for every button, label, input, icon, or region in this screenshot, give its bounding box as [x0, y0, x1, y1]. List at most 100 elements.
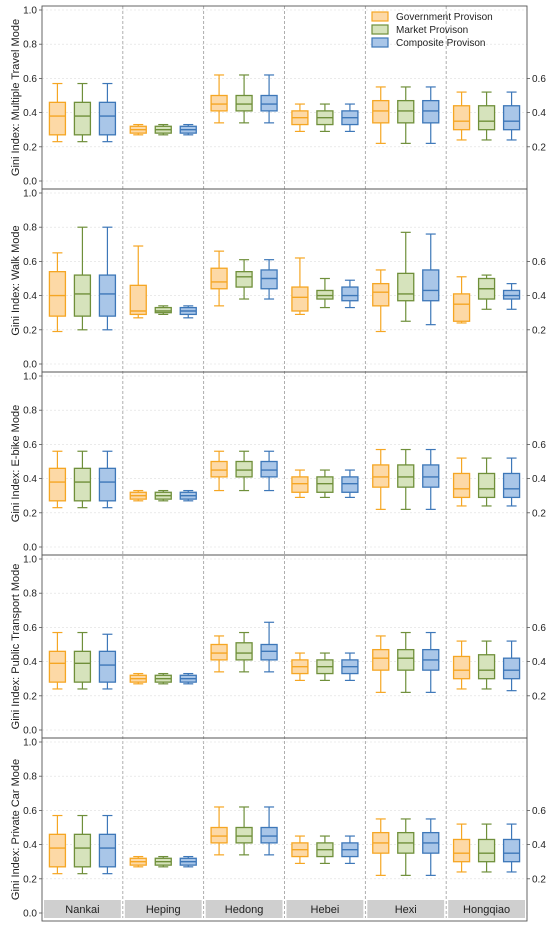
box-iqr	[477, 105, 496, 131]
box-iqr	[73, 833, 92, 868]
y-tick-label: 0.4	[23, 840, 37, 851]
x-tick-label: Hongqiao	[463, 904, 510, 916]
box-iqr	[452, 472, 471, 499]
box-iqr	[48, 101, 67, 136]
y-tick-label-right: 0.6	[532, 623, 546, 634]
legend-label: Composite Provison	[396, 38, 485, 49]
box-iqr	[452, 655, 471, 680]
y-tick-label: 0.2	[23, 691, 37, 702]
y-tick-label: 1.0	[23, 189, 37, 200]
y-tick-label-right: 0.6	[532, 806, 546, 817]
y-tick-label: 0.6	[23, 806, 37, 817]
box-iqr	[502, 472, 521, 499]
legend-label: Market Provison	[396, 25, 468, 36]
box-iqr	[502, 657, 521, 680]
box-iqr	[210, 267, 228, 290]
y-tick-label-right: 0.6	[532, 74, 546, 85]
box-iqr	[502, 838, 521, 863]
x-tick-label: Hedong	[225, 904, 264, 916]
y-tick-label: 0.0	[23, 177, 37, 188]
y-tick-label-right: 0.4	[532, 474, 546, 485]
y-tick-label: 0.2	[23, 508, 37, 519]
box-iqr	[235, 94, 253, 112]
y-tick-label-right: 0.6	[532, 440, 546, 451]
y-tick-label: 0.4	[23, 657, 37, 668]
x-tick-label: Heping	[146, 904, 181, 916]
box-iqr	[260, 94, 278, 112]
legend-label: Government Provison	[396, 12, 493, 23]
y-tick-label-right: 0.4	[532, 291, 546, 302]
y-tick-label: 0.6	[23, 623, 37, 634]
box-iqr	[210, 643, 228, 661]
box-iqr	[210, 94, 228, 112]
box-iqr	[48, 271, 67, 317]
box-iqr	[98, 467, 117, 502]
y-tick-label-right: 0.4	[532, 840, 546, 851]
y-tick-label: 1.0	[23, 738, 37, 749]
box-iqr	[316, 289, 334, 300]
box-iqr	[98, 101, 117, 136]
box-iqr	[98, 650, 117, 683]
box-iqr	[397, 272, 415, 302]
box-iqr	[48, 467, 67, 502]
legend-swatch	[371, 11, 389, 22]
box-iqr	[372, 648, 390, 671]
category-band	[124, 900, 202, 918]
box-iqr	[422, 464, 440, 488]
box-iqr	[210, 460, 228, 478]
y-tick-label-right: 0.6	[532, 257, 546, 268]
y-tick-label: 0.8	[23, 223, 37, 234]
y-axis-label: Gini Index: Private Car Mode	[10, 759, 22, 900]
legend-swatch	[371, 24, 389, 35]
box-iqr	[502, 289, 521, 300]
box-iqr	[235, 642, 253, 661]
box-iqr	[422, 269, 440, 302]
box-iqr	[260, 269, 278, 290]
box-iqr	[452, 105, 471, 131]
box-iqr	[98, 274, 117, 317]
legend-swatch	[371, 37, 389, 48]
y-tick-label: 0.0	[23, 360, 37, 371]
x-tick-label: Hebei	[311, 904, 340, 916]
category-band	[44, 900, 121, 918]
box-iqr	[502, 105, 521, 131]
y-tick-label-right: 0.4	[532, 108, 546, 119]
box-iqr	[235, 460, 253, 478]
panel-frame	[41, 737, 528, 922]
box-iqr	[316, 476, 334, 493]
box-iqr	[291, 476, 309, 493]
y-tick-label: 0.8	[23, 406, 37, 417]
box-iqr	[452, 293, 471, 322]
box-iqr	[372, 282, 390, 307]
box-iqr	[291, 286, 309, 312]
y-axis-label: Gini Index: E-bike Mode	[10, 405, 22, 522]
box-iqr	[73, 101, 92, 136]
box-iqr	[452, 838, 471, 863]
x-tick-label: Hexi	[395, 904, 417, 916]
box-iqr	[372, 464, 390, 488]
x-tick-label: Nankai	[65, 904, 99, 916]
y-tick-label-right: 0.2	[532, 142, 546, 153]
y-tick-label: 0.4	[23, 474, 37, 485]
box-iqr	[422, 99, 440, 124]
box-iqr	[235, 826, 253, 844]
box-iqr	[260, 643, 278, 661]
box-iqr	[341, 286, 359, 302]
y-tick-label-right: 0.2	[532, 325, 546, 336]
y-tick-label: 0.2	[23, 142, 37, 153]
y-tick-label-right: 0.2	[532, 508, 546, 519]
category-band	[367, 900, 445, 918]
y-tick-label-right: 0.2	[532, 874, 546, 885]
box-iqr	[73, 650, 92, 683]
box-iqr	[48, 833, 67, 868]
box-iqr	[477, 472, 496, 499]
y-tick-label: 0.0	[23, 726, 37, 737]
box-iqr	[210, 826, 228, 844]
y-tick-label: 0.6	[23, 440, 37, 451]
y-axis-label: Gini Index: Public Transport Mode	[10, 564, 22, 730]
box-iqr	[129, 284, 147, 316]
y-tick-label: 0.4	[23, 291, 37, 302]
y-tick-label: 0.2	[23, 874, 37, 885]
